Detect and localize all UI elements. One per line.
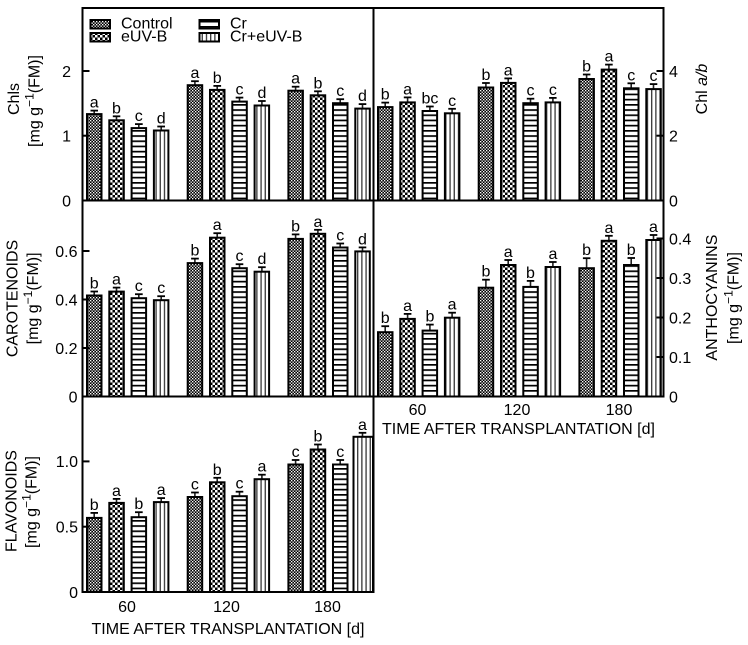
- svg-text:c: c: [157, 280, 165, 297]
- svg-text:c: c: [236, 476, 244, 493]
- svg-text:c: c: [627, 67, 635, 84]
- svg-text:d: d: [257, 251, 266, 268]
- svg-text:a: a: [358, 417, 367, 434]
- svg-text:0: 0: [69, 585, 78, 602]
- svg-text:b: b: [213, 70, 222, 87]
- svg-text:c: c: [135, 278, 143, 295]
- svg-text:a: a: [649, 219, 658, 236]
- svg-text:c: c: [292, 444, 300, 461]
- svg-text:[mg g−1(FM)]: [mg g−1(FM)]: [722, 252, 743, 344]
- svg-text:0.1: 0.1: [669, 350, 691, 367]
- svg-text:a: a: [448, 297, 457, 314]
- svg-text:a: a: [604, 220, 613, 237]
- svg-text:a: a: [257, 459, 266, 476]
- svg-text:a: a: [548, 246, 557, 263]
- svg-text:b: b: [90, 276, 99, 293]
- svg-text:0: 0: [669, 193, 678, 210]
- svg-text:a: a: [291, 71, 300, 88]
- svg-text:b: b: [291, 218, 300, 235]
- svg-text:c: c: [236, 248, 244, 265]
- svg-text:TIME AFTER TRANSPLANTATION [d]: TIME AFTER TRANSPLANTATION [d]: [92, 621, 365, 638]
- svg-text:0.3: 0.3: [669, 271, 691, 288]
- svg-text:d: d: [257, 85, 266, 102]
- svg-text:2: 2: [62, 64, 71, 81]
- svg-text:0: 0: [62, 193, 71, 210]
- svg-text:eUV-B: eUV-B: [121, 28, 167, 45]
- svg-text:0.5: 0.5: [56, 520, 78, 537]
- svg-text:4: 4: [669, 64, 678, 81]
- svg-text:b: b: [381, 87, 390, 104]
- svg-text:b: b: [481, 67, 490, 84]
- svg-text:d: d: [157, 111, 166, 128]
- svg-text:180: 180: [606, 402, 633, 419]
- svg-text:FLAVONOIDS: FLAVONOIDS: [4, 450, 21, 552]
- svg-text:60: 60: [409, 402, 427, 419]
- svg-text:b: b: [134, 496, 143, 513]
- svg-text:b: b: [190, 243, 199, 260]
- svg-text:a: a: [157, 482, 166, 499]
- svg-text:a: a: [504, 244, 513, 261]
- svg-text:c: c: [448, 93, 456, 110]
- svg-text:b: b: [425, 309, 434, 326]
- svg-text:c: c: [549, 82, 557, 99]
- svg-text:60: 60: [118, 599, 136, 616]
- svg-text:d: d: [358, 88, 367, 105]
- svg-text:c: c: [650, 68, 658, 85]
- svg-text:[mg g−1(FM)]: [mg g−1(FM)]: [20, 456, 41, 548]
- svg-text:[mg g−1(FM)]: [mg g−1(FM)]: [21, 252, 42, 344]
- svg-text:a: a: [504, 62, 513, 79]
- svg-text:b: b: [90, 497, 99, 514]
- svg-text:b: b: [526, 265, 535, 282]
- svg-text:TIME AFTER TRANSPLANTATION [d]: TIME AFTER TRANSPLANTATION [d]: [382, 421, 655, 438]
- svg-text:180: 180: [314, 599, 341, 616]
- svg-text:0.4: 0.4: [669, 231, 691, 248]
- svg-text:CAROTENOIDS: CAROTENOIDS: [5, 240, 22, 357]
- svg-text:0: 0: [69, 389, 78, 406]
- svg-text:a: a: [403, 81, 412, 98]
- svg-text:0: 0: [669, 389, 678, 406]
- svg-text:c: c: [527, 83, 535, 100]
- svg-text:Chls: Chls: [6, 83, 23, 115]
- svg-text:0.6: 0.6: [55, 244, 77, 261]
- svg-text:b: b: [481, 264, 490, 281]
- svg-text:d: d: [358, 231, 367, 248]
- svg-text:120: 120: [213, 599, 240, 616]
- svg-text:0.2: 0.2: [55, 341, 77, 358]
- svg-text:2: 2: [669, 129, 678, 146]
- svg-text:1.0: 1.0: [56, 454, 78, 471]
- svg-text:c: c: [336, 444, 344, 461]
- svg-text:b: b: [582, 59, 591, 76]
- svg-text:1: 1: [62, 129, 71, 146]
- svg-text:c: c: [236, 82, 244, 99]
- svg-text:b: b: [313, 429, 322, 446]
- svg-text:a: a: [313, 214, 322, 231]
- svg-text:b: b: [313, 75, 322, 92]
- svg-text:c: c: [336, 228, 344, 245]
- svg-text:c: c: [336, 83, 344, 100]
- svg-text:b: b: [381, 310, 390, 327]
- svg-text:b: b: [213, 462, 222, 479]
- svg-text:a: a: [604, 49, 613, 66]
- svg-text:b: b: [627, 242, 636, 259]
- svg-text:120: 120: [504, 402, 531, 419]
- svg-text:c: c: [191, 477, 199, 494]
- svg-text:a: a: [112, 483, 121, 500]
- svg-text:a: a: [190, 65, 199, 82]
- svg-text:Chl a/b: Chl a/b: [694, 64, 711, 115]
- svg-text:Control: Control: [121, 15, 173, 32]
- svg-text:b: b: [582, 242, 591, 259]
- svg-text:a: a: [213, 217, 222, 234]
- svg-text:c: c: [135, 108, 143, 125]
- svg-text:bc: bc: [421, 91, 438, 108]
- svg-text:Cr: Cr: [230, 15, 248, 32]
- svg-text:[mg g−1(FM)]: [mg g−1(FM)]: [23, 55, 44, 147]
- svg-text:a: a: [403, 298, 412, 315]
- svg-text:ANTHOCYANINS: ANTHOCYANINS: [704, 235, 721, 361]
- svg-text:0.2: 0.2: [669, 310, 691, 327]
- svg-text:Cr+eUV-B: Cr+eUV-B: [230, 28, 302, 45]
- svg-text:a: a: [112, 272, 121, 289]
- svg-text:a: a: [90, 95, 99, 112]
- svg-text:b: b: [112, 100, 121, 117]
- svg-text:0.4: 0.4: [55, 292, 77, 309]
